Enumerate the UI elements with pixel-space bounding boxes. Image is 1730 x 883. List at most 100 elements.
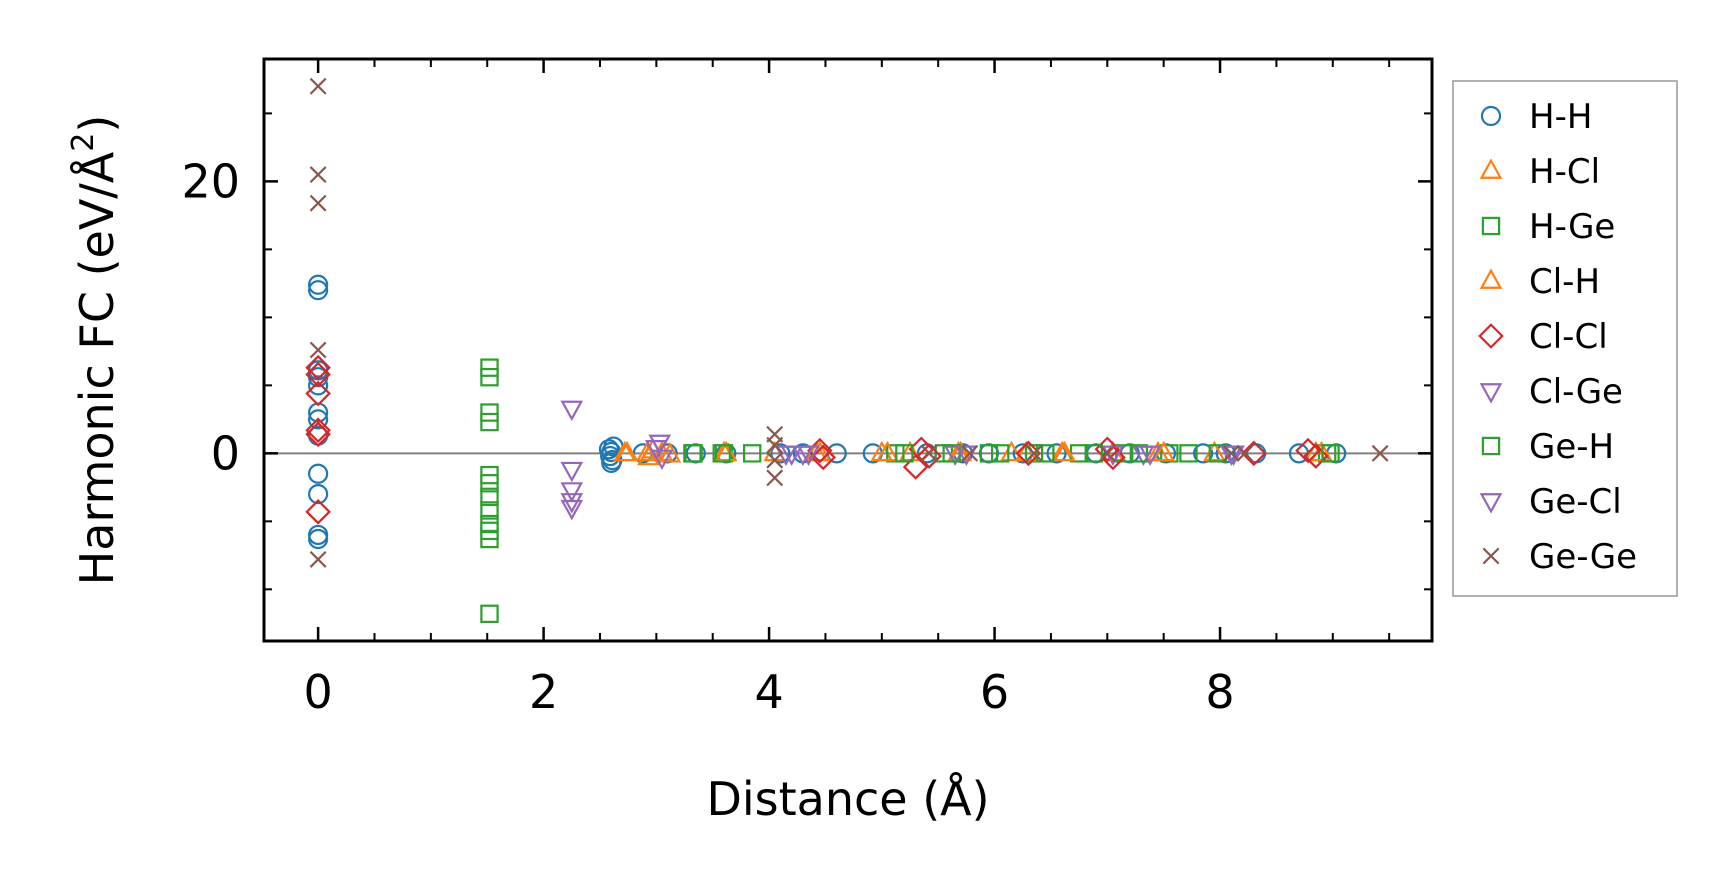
point-ge-h bbox=[712, 444, 731, 463]
axis-ticks bbox=[264, 59, 1432, 641]
legend-marker-cl-cl bbox=[1478, 323, 1504, 349]
scatter-points bbox=[305, 77, 1389, 624]
point-ge-h bbox=[1179, 444, 1198, 463]
point-ge-h bbox=[991, 444, 1010, 463]
point-h-ge bbox=[1115, 444, 1134, 463]
point-h-ge bbox=[480, 501, 499, 520]
point-h-ge bbox=[480, 358, 499, 377]
y-axis-label-main: Harmonic FC (eV/Å bbox=[70, 151, 124, 585]
point-cl-ge bbox=[560, 400, 584, 422]
point-cl-h bbox=[805, 440, 828, 462]
x-tick-label: 6 bbox=[980, 665, 1009, 719]
point-ge-h bbox=[1129, 444, 1149, 463]
point-cl-cl bbox=[305, 499, 331, 525]
legend-label-cl-ge: Cl-Ge bbox=[1529, 372, 1623, 412]
point-ge-ge bbox=[1236, 444, 1254, 462]
point-h-h bbox=[308, 409, 329, 430]
legend-item-cl-cl: Cl-Cl bbox=[1478, 317, 1608, 357]
point-h-h bbox=[308, 280, 329, 301]
point-h-h bbox=[308, 463, 329, 484]
point-ge-h bbox=[684, 444, 703, 463]
point-cl-h bbox=[1053, 440, 1076, 462]
point-h-ge bbox=[480, 412, 499, 432]
legend-marker-h-h bbox=[1480, 105, 1502, 127]
legend-item-h-ge: H-Ge bbox=[1481, 207, 1615, 247]
point-h-h bbox=[770, 443, 791, 464]
point-cl-ge bbox=[560, 493, 584, 514]
legend-marker-ge-cl bbox=[1479, 493, 1503, 514]
point-cl-h bbox=[1152, 440, 1175, 462]
point-h-ge bbox=[979, 444, 999, 463]
y-axis-label-superscript: 2 bbox=[66, 133, 101, 152]
legend: H-H H-Cl H-Ge Cl-H Cl-Cl Cl-Ge Ge-H Ge-Cl Ge-Ge bbox=[1452, 80, 1678, 597]
point-ge-ge bbox=[766, 469, 784, 487]
point-cl-ge bbox=[560, 499, 584, 521]
point-cl-cl bbox=[902, 454, 929, 480]
x-axis-label: Distance (Å) bbox=[706, 772, 989, 826]
x-tick-label: 2 bbox=[529, 665, 558, 719]
point-cl-cl bbox=[305, 417, 331, 444]
point-h-ge bbox=[1024, 444, 1044, 463]
point-cl-cl bbox=[305, 421, 331, 448]
point-ge-ge bbox=[1371, 444, 1389, 462]
x-tick-label: 4 bbox=[754, 665, 783, 719]
point-cl-h bbox=[947, 440, 970, 462]
point-h-cl bbox=[1000, 440, 1023, 462]
x-tick-label: 0 bbox=[303, 665, 332, 719]
y-axis-label-close: ) bbox=[70, 115, 124, 133]
point-cl-cl bbox=[305, 354, 331, 381]
point-h-ge bbox=[480, 474, 499, 493]
point-cl-cl bbox=[305, 361, 331, 388]
point-ge-ge bbox=[1025, 444, 1043, 462]
tick-labels: 0 2 4 6 8 0 20 bbox=[181, 154, 1234, 719]
point-ge-cl bbox=[791, 445, 815, 466]
series-ge-ge bbox=[309, 77, 1389, 568]
legend-marker-ge-h bbox=[1481, 436, 1501, 456]
legend-label-h-cl: H-Cl bbox=[1529, 152, 1600, 192]
series-cl-cl bbox=[305, 354, 1329, 525]
point-cl-cl bbox=[305, 380, 331, 407]
point-ge-ge bbox=[309, 550, 327, 568]
series-h-h bbox=[308, 274, 1347, 550]
point-ge-ge bbox=[920, 444, 938, 462]
series-h-ge bbox=[480, 358, 1337, 624]
legend-label-ge-h: Ge-H bbox=[1529, 427, 1614, 467]
legend-label-ge-cl: Ge-Cl bbox=[1529, 482, 1622, 522]
point-h-ge bbox=[480, 367, 499, 387]
point-ge-ge bbox=[309, 77, 327, 95]
point-ge-h bbox=[1036, 444, 1055, 463]
point-ge-ge bbox=[766, 436, 784, 454]
legend-label-ge-ge: Ge-Ge bbox=[1529, 537, 1637, 577]
point-cl-cl bbox=[1241, 440, 1267, 467]
legend-marker-ge-ge bbox=[1482, 547, 1500, 565]
point-ge-ge bbox=[1098, 444, 1116, 462]
legend-marker-h-ge bbox=[1481, 216, 1501, 236]
point-h-ge bbox=[742, 444, 762, 463]
point-cl-cl bbox=[810, 444, 837, 471]
point-h-cl bbox=[658, 442, 682, 463]
point-h-ge bbox=[480, 487, 499, 507]
point-h-ge bbox=[480, 529, 499, 549]
point-h-h bbox=[1193, 443, 1214, 464]
legend-label-h-ge: H-Ge bbox=[1529, 207, 1615, 247]
point-h-h bbox=[308, 375, 329, 396]
y-axis-label: Harmonic FC (eV/Å2) bbox=[66, 115, 124, 586]
plot-frame bbox=[262, 57, 1434, 643]
point-ge-ge bbox=[309, 341, 327, 359]
point-h-h bbox=[308, 524, 329, 546]
legend-marker-cl-h bbox=[1479, 268, 1503, 289]
point-cl-ge bbox=[560, 482, 584, 503]
y-tick-label: 0 bbox=[211, 426, 240, 480]
legend-item-cl-ge: Cl-Ge bbox=[1479, 372, 1623, 412]
point-cl-cl bbox=[1015, 440, 1042, 467]
legend-marker-h-cl bbox=[1479, 158, 1503, 179]
y-tick-label: 20 bbox=[181, 154, 240, 208]
legend-marker-cl-ge bbox=[1479, 383, 1503, 404]
point-ge-cl bbox=[1138, 445, 1162, 466]
point-h-h bbox=[601, 452, 622, 473]
point-cl-h bbox=[876, 440, 899, 462]
legend-label-cl-cl: Cl-Cl bbox=[1529, 317, 1608, 357]
point-h-h bbox=[308, 528, 329, 550]
legend-item-ge-ge: Ge-Ge bbox=[1482, 537, 1637, 577]
